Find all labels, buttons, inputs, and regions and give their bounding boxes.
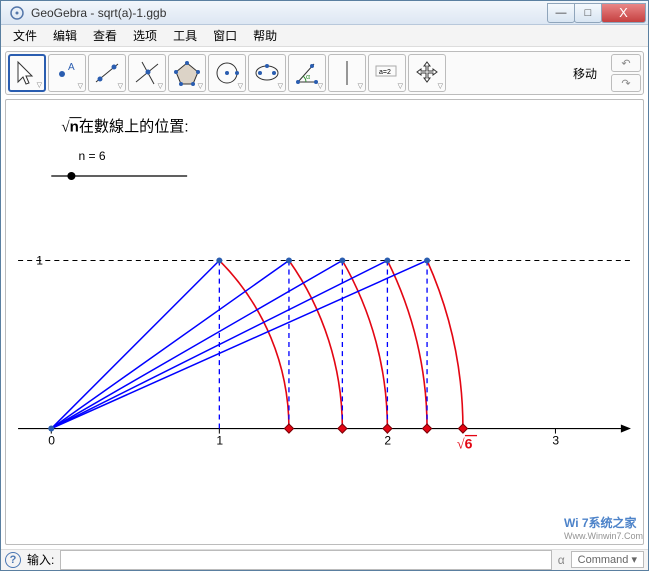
plot-svg: √n在數線上的位置: n = 6 1 0 1 2 3 √6 [6, 100, 643, 544]
content-area: ▽A▽▽▽▽▽▽α▽▽a=2▽▽ 移动 ↶ ↷ √n在數線上的位置:n = 61… [1, 47, 648, 549]
menu-view[interactable]: 查看 [87, 25, 123, 46]
action-label: 移动 [569, 65, 605, 82]
titlebar[interactable]: GeoGebra - sqrt(a)-1.ggb — □ X [1, 1, 648, 25]
svg-text:n = 6: n = 6 [78, 149, 105, 163]
svg-text:1: 1 [216, 434, 223, 448]
menu-file[interactable]: 文件 [7, 25, 43, 46]
menu-edit[interactable]: 编辑 [47, 25, 83, 46]
input-label: 输入: [27, 551, 54, 568]
command-dropdown[interactable]: Command ▾ [571, 551, 644, 568]
input-bar: ? 输入: α Command ▾ [1, 549, 648, 570]
help-icon[interactable]: ? [5, 552, 21, 568]
svg-text:2: 2 [384, 434, 391, 448]
slider-tool[interactable]: a=2▽ [368, 54, 406, 92]
app-icon [9, 5, 25, 21]
menu-options[interactable]: 选项 [127, 25, 163, 46]
graphics-view[interactable]: √n在數線上的位置: n = 6 1 0 1 2 3 √6 [5, 99, 644, 545]
close-button[interactable]: X [601, 3, 646, 23]
move-tool[interactable]: ▽ [8, 54, 46, 92]
menu-help[interactable]: 帮助 [247, 25, 283, 46]
toolbar: ▽A▽▽▽▽▽▽α▽▽a=2▽▽ 移动 ↶ ↷ [5, 51, 644, 95]
point-tool[interactable]: A▽ [48, 54, 86, 92]
svg-text:0: 0 [48, 434, 55, 448]
angle-tool[interactable]: α▽ [288, 54, 326, 92]
pan-tool[interactable]: ▽ [408, 54, 446, 92]
svg-text:√6: √6 [457, 436, 473, 453]
svg-text:1: 1 [36, 254, 43, 268]
svg-text:a=2: a=2 [379, 69, 391, 76]
minimize-button[interactable]: — [547, 3, 575, 23]
menu-tools[interactable]: 工具 [167, 25, 203, 46]
app-window: GeoGebra - sqrt(a)-1.ggb — □ X 文件 编辑 查看 … [0, 0, 649, 571]
circle-tool[interactable]: ▽ [208, 54, 246, 92]
reflect-tool[interactable]: ▽ [328, 54, 366, 92]
polygon-tool[interactable]: ▽ [168, 54, 206, 92]
perpendicular-tool[interactable]: ▽ [128, 54, 166, 92]
line-tool[interactable]: ▽ [88, 54, 126, 92]
svg-text:√n在數線上的位置:: √n在數線上的位置: [61, 119, 188, 136]
menubar: 文件 编辑 查看 选项 工具 窗口 帮助 [1, 25, 648, 47]
window-title: GeoGebra - sqrt(a)-1.ggb [31, 6, 548, 20]
redo-button[interactable]: ↷ [611, 74, 641, 92]
window-controls: — □ X [548, 3, 646, 23]
svg-text:3: 3 [552, 434, 559, 448]
maximize-button[interactable]: □ [574, 3, 602, 23]
svg-text:A: A [68, 62, 75, 73]
menu-window[interactable]: 窗口 [207, 25, 243, 46]
svg-text:α: α [306, 74, 310, 81]
command-input[interactable] [60, 550, 551, 570]
undo-button[interactable]: ↶ [611, 54, 641, 72]
conic-tool[interactable]: ▽ [248, 54, 286, 92]
